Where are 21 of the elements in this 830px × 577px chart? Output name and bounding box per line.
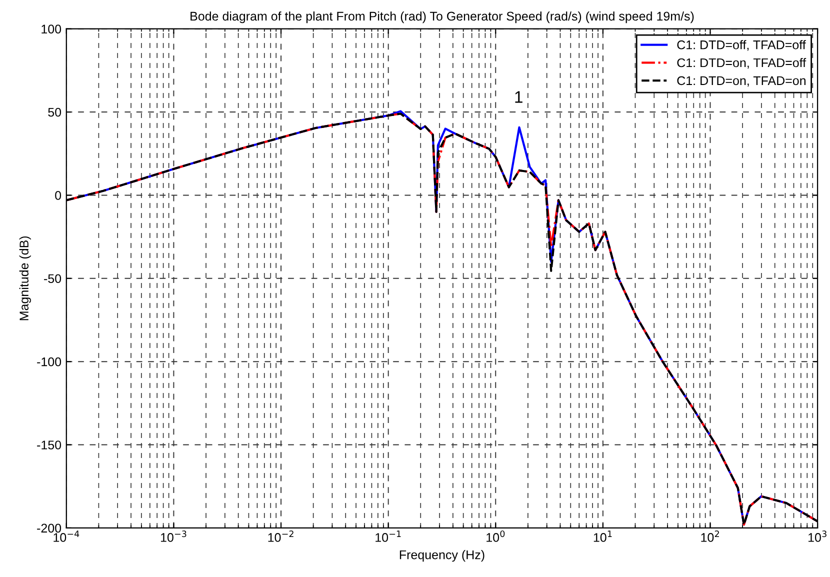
legend-label: C1: DTD=on, TFAD=off (677, 58, 806, 69)
x-tick-label: 10$^{2}$ (701, 530, 719, 542)
x-tick-label: 10$^{3}$ (808, 530, 826, 542)
x-tick-label: 10$^{−1}$ (376, 530, 401, 542)
x-tick-label: 10$^{−3}$ (160, 530, 186, 542)
y-tick-label: -150 (37, 440, 62, 450)
y-tick-label: 100 (42, 24, 62, 34)
y-tick-label: -50 (44, 274, 62, 284)
legend-label: C1: DTD=on, TFAD=on (677, 76, 806, 87)
annotation: 1 (515, 91, 522, 103)
x-tick-label: 10$^{0}$ (486, 530, 505, 542)
y-tick-label: -100 (37, 357, 62, 366)
legend-label: C1: DTD=off, TFAD=off (677, 40, 806, 51)
x-axis-title: Frequency (Hz) (400, 550, 484, 562)
y-tick-label: 0 (55, 191, 62, 200)
y-tick-label: -200 (37, 524, 62, 533)
y-tick-label: 50 (48, 108, 62, 117)
x-tick-label: 10$^{−2}$ (268, 530, 294, 542)
y-axis-title: Magnitude (dB) (19, 236, 31, 320)
chart-title: Bode diagram of the plant From Pitch (rad) To Generator Speed (rad/s) (wind speed 19m/s) (190, 11, 694, 24)
x-tick-label: 10$^{1}$ (594, 530, 612, 542)
